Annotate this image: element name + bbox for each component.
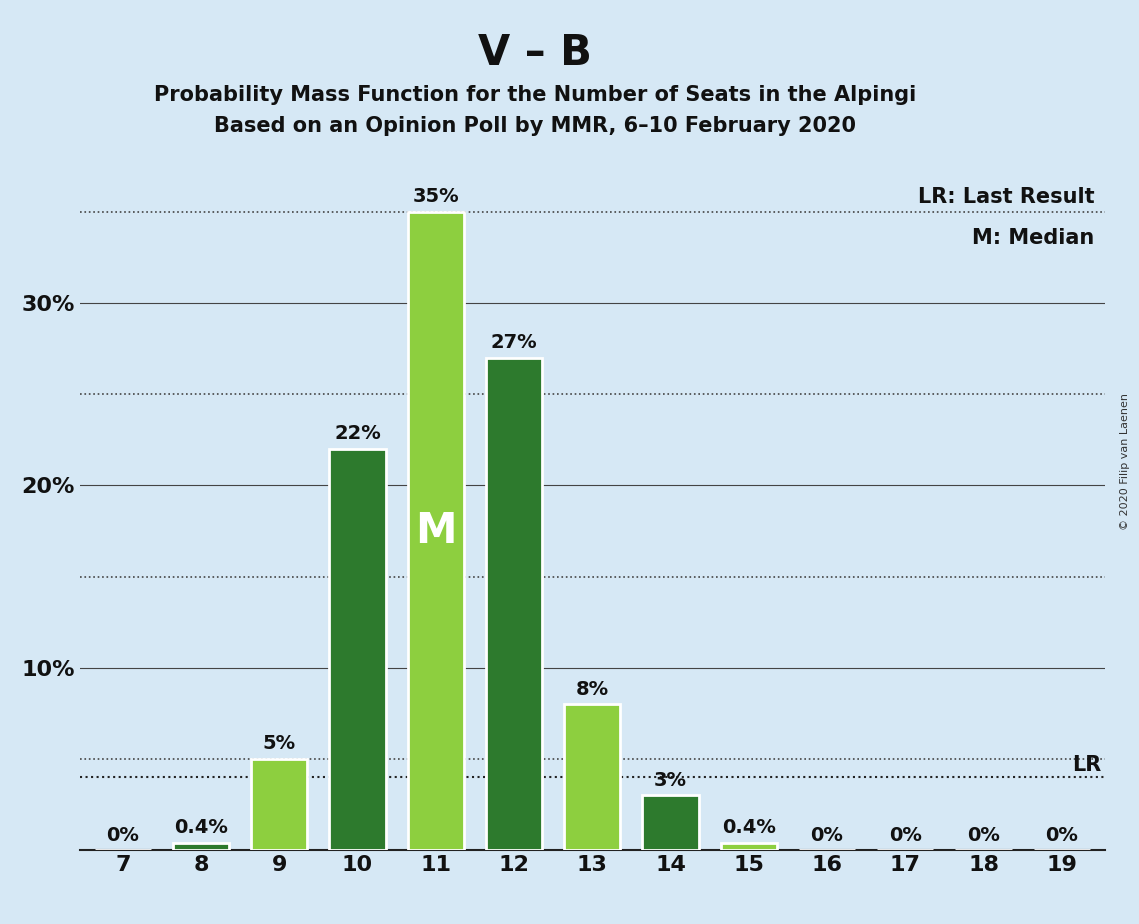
Text: 0.4%: 0.4%	[722, 819, 776, 837]
Text: LR: LR	[1072, 755, 1101, 775]
Bar	[721, 843, 777, 850]
Text: 0.4%: 0.4%	[174, 819, 228, 837]
Text: 0%: 0%	[967, 826, 1000, 845]
Bar	[251, 759, 308, 850]
Text: V – B: V – B	[478, 32, 592, 74]
Text: 0%: 0%	[888, 826, 921, 845]
Text: M: M	[415, 510, 457, 552]
Text: © 2020 Filip van Laenen: © 2020 Filip van Laenen	[1121, 394, 1130, 530]
Text: 0%: 0%	[1046, 826, 1079, 845]
Bar	[408, 212, 464, 850]
Text: 5%: 5%	[263, 735, 296, 753]
Bar	[642, 796, 698, 850]
Text: 3%: 3%	[654, 771, 687, 790]
Text: 0%: 0%	[811, 826, 844, 845]
Text: Based on an Opinion Poll by MMR, 6–10 February 2020: Based on an Opinion Poll by MMR, 6–10 Fe…	[214, 116, 857, 137]
Text: M: Median: M: Median	[973, 228, 1095, 248]
Text: Probability Mass Function for the Number of Seats in the Alpingi: Probability Mass Function for the Number…	[154, 85, 917, 105]
Text: 27%: 27%	[491, 334, 538, 352]
Text: 8%: 8%	[575, 680, 609, 699]
Text: 22%: 22%	[334, 424, 380, 444]
Bar	[564, 704, 621, 850]
Bar	[329, 449, 386, 850]
Bar	[486, 358, 542, 850]
Text: 35%: 35%	[412, 188, 459, 206]
Text: LR: Last Result: LR: Last Result	[918, 187, 1095, 207]
Text: 0%: 0%	[106, 826, 139, 845]
Bar	[173, 843, 229, 850]
